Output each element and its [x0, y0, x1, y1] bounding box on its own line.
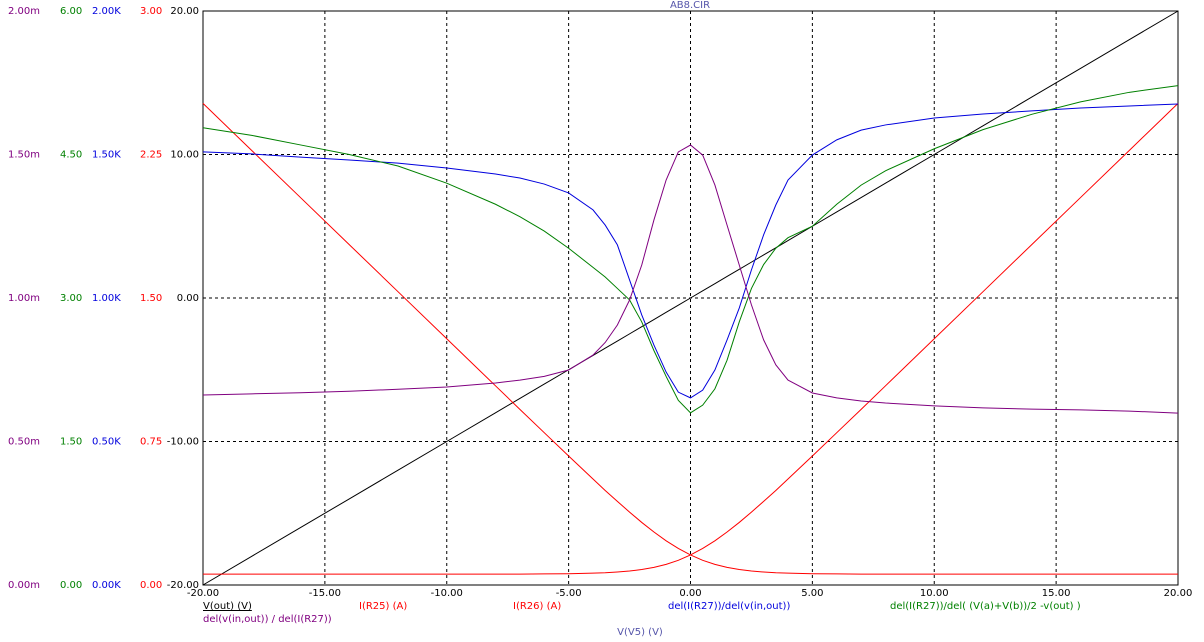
y-tick-label: -20.00 [167, 580, 199, 591]
y-tick-label: 1.50m [8, 150, 40, 161]
y-tick-label: 0.50K [92, 437, 121, 448]
legend-entry: I(R25) (A) [359, 601, 407, 612]
plot-frame [202, 10, 1179, 586]
y-tick-label: 0.00K [92, 580, 121, 591]
x-tick-label: 0.00 [679, 588, 701, 599]
y-tick-label: 0.00 [140, 580, 162, 591]
y-tick-label: 0.00 [177, 293, 199, 304]
legend-entry: del(I(R27))/del(v(in,out)) [668, 601, 790, 612]
y-tick-label: 4.50 [60, 150, 82, 161]
y-tick-label: 0.75 [140, 437, 162, 448]
series-line [202, 85, 1179, 414]
y-tick-label: 1.50 [140, 293, 162, 304]
y-tick-label: 2.25 [140, 150, 162, 161]
y-tick-label: 0.00m [8, 580, 40, 591]
series-line [202, 103, 1179, 399]
x-tick-label: 10.00 [920, 588, 949, 599]
x-tick-label: 20.00 [1164, 588, 1193, 599]
y-tick-label: 2.00K [92, 6, 121, 17]
x-tick-label: -15.00 [309, 588, 341, 599]
x-tick-label: -10.00 [431, 588, 463, 599]
x-tick-label: 5.00 [801, 588, 823, 599]
y-tick-label: 6.00 [60, 6, 82, 17]
y-tick-label: 3.00 [140, 6, 162, 17]
legend-entry: del(I(R27))/del( (V(a)+V(b))/2 -v(out) ) [890, 601, 1081, 612]
y-tick-label: 1.50K [92, 150, 121, 161]
x-axis-label: V(V5) (V) [617, 627, 663, 638]
y-tick-label: 0.00 [60, 580, 82, 591]
x-tick-label: -5.00 [556, 588, 582, 599]
y-tick-label: 1.00m [8, 293, 40, 304]
y-tick-label: 0.50m [8, 437, 40, 448]
series-line [202, 144, 1179, 414]
x-tick-label: 15.00 [1042, 588, 1071, 599]
legend-entry: V(out) (V) [203, 601, 252, 612]
y-tick-label: 1.50 [60, 437, 82, 448]
series-line [202, 10, 1179, 586]
series-line [203, 103, 1179, 575]
chart-title: AB8.CIR [670, 0, 710, 11]
legend-entry: I(R26) (A) [513, 601, 561, 612]
legend-entry: del(v(in,out)) / del(I(R27)) [203, 614, 332, 625]
y-tick-label: 10.00 [170, 150, 199, 161]
y-tick-label: 2.00m [8, 6, 40, 17]
x-tick-label: -20.00 [187, 588, 219, 599]
y-tick-label: 1.00K [92, 293, 121, 304]
y-tick-label: 20.00 [170, 6, 199, 17]
y-tick-label: -10.00 [167, 437, 199, 448]
y-tick-label: 3.00 [60, 293, 82, 304]
